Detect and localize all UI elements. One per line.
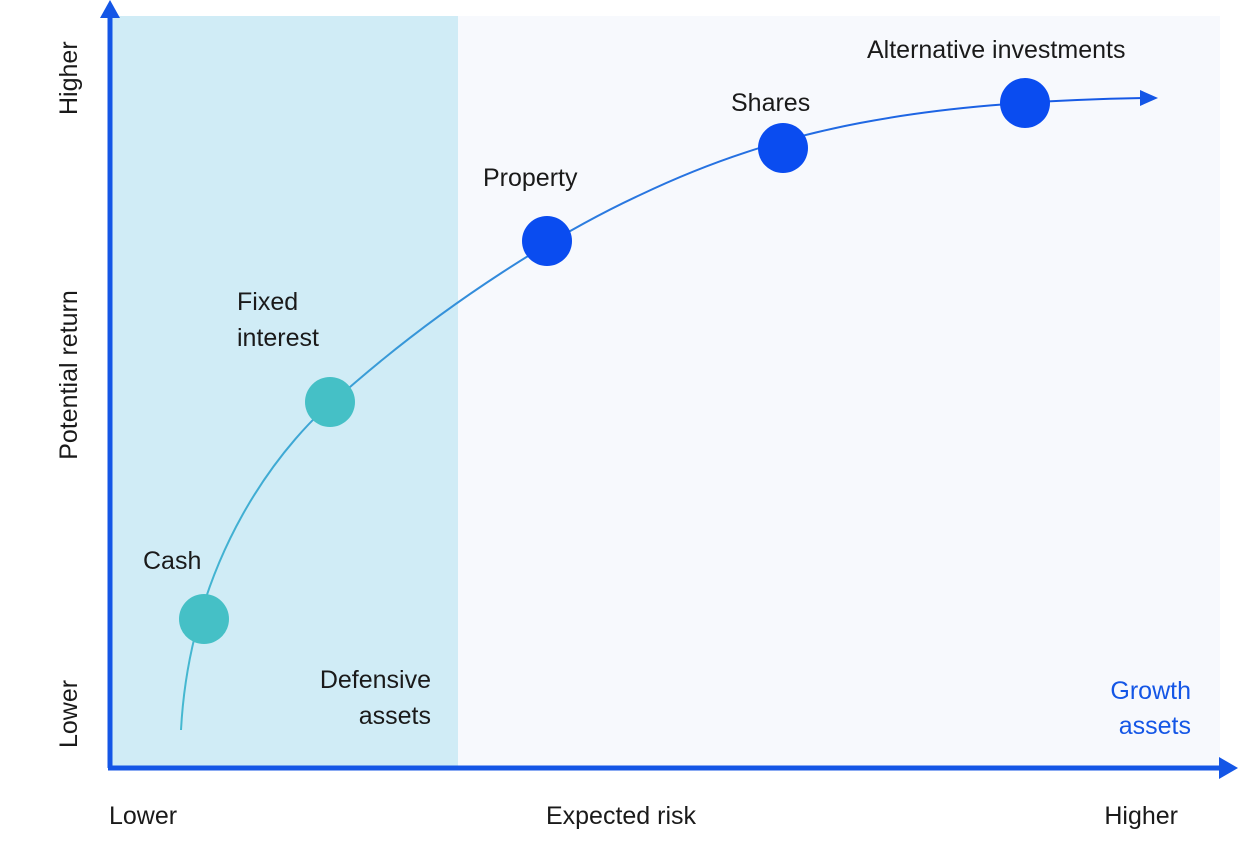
x-axis-title: Expected risk [546, 802, 697, 830]
x-axis-low-label: Lower [109, 802, 177, 830]
x-axis-high-label: Higher [1104, 802, 1178, 830]
y-axis-arrow-icon [100, 0, 120, 18]
fixed-interest-marker [305, 377, 355, 427]
fixed-interest-label-line2: interest [237, 324, 319, 352]
cash-label: Cash [143, 547, 201, 575]
curve-arrow-icon [1140, 90, 1158, 106]
x-axis [108, 757, 1238, 779]
x-axis-arrow-icon [1219, 757, 1238, 779]
property-marker [522, 216, 572, 266]
fixed-interest-label-line1: Fixed [237, 288, 298, 316]
defensive-assets-label-line1: Defensive [320, 666, 431, 694]
alternative-investments-label: Alternative investments [867, 36, 1125, 64]
cash-marker [179, 594, 229, 644]
y-axis-title: Potential return [55, 290, 83, 460]
y-axis-low-label: Lower [55, 680, 83, 748]
growth-assets-label-line1: Growth [1110, 677, 1191, 705]
y-axis [100, 0, 120, 768]
alternative-investments-marker [1000, 78, 1050, 128]
shares-label: Shares [731, 89, 810, 117]
growth-assets-label-line2: assets [1119, 712, 1191, 740]
y-axis-high-label: Higher [55, 41, 83, 115]
defensive-assets-label-line2: assets [359, 702, 431, 730]
property-label: Property [483, 164, 578, 192]
defensive-zone [110, 16, 458, 768]
risk-return-curve [180, 97, 1146, 731]
shares-marker [758, 123, 808, 173]
